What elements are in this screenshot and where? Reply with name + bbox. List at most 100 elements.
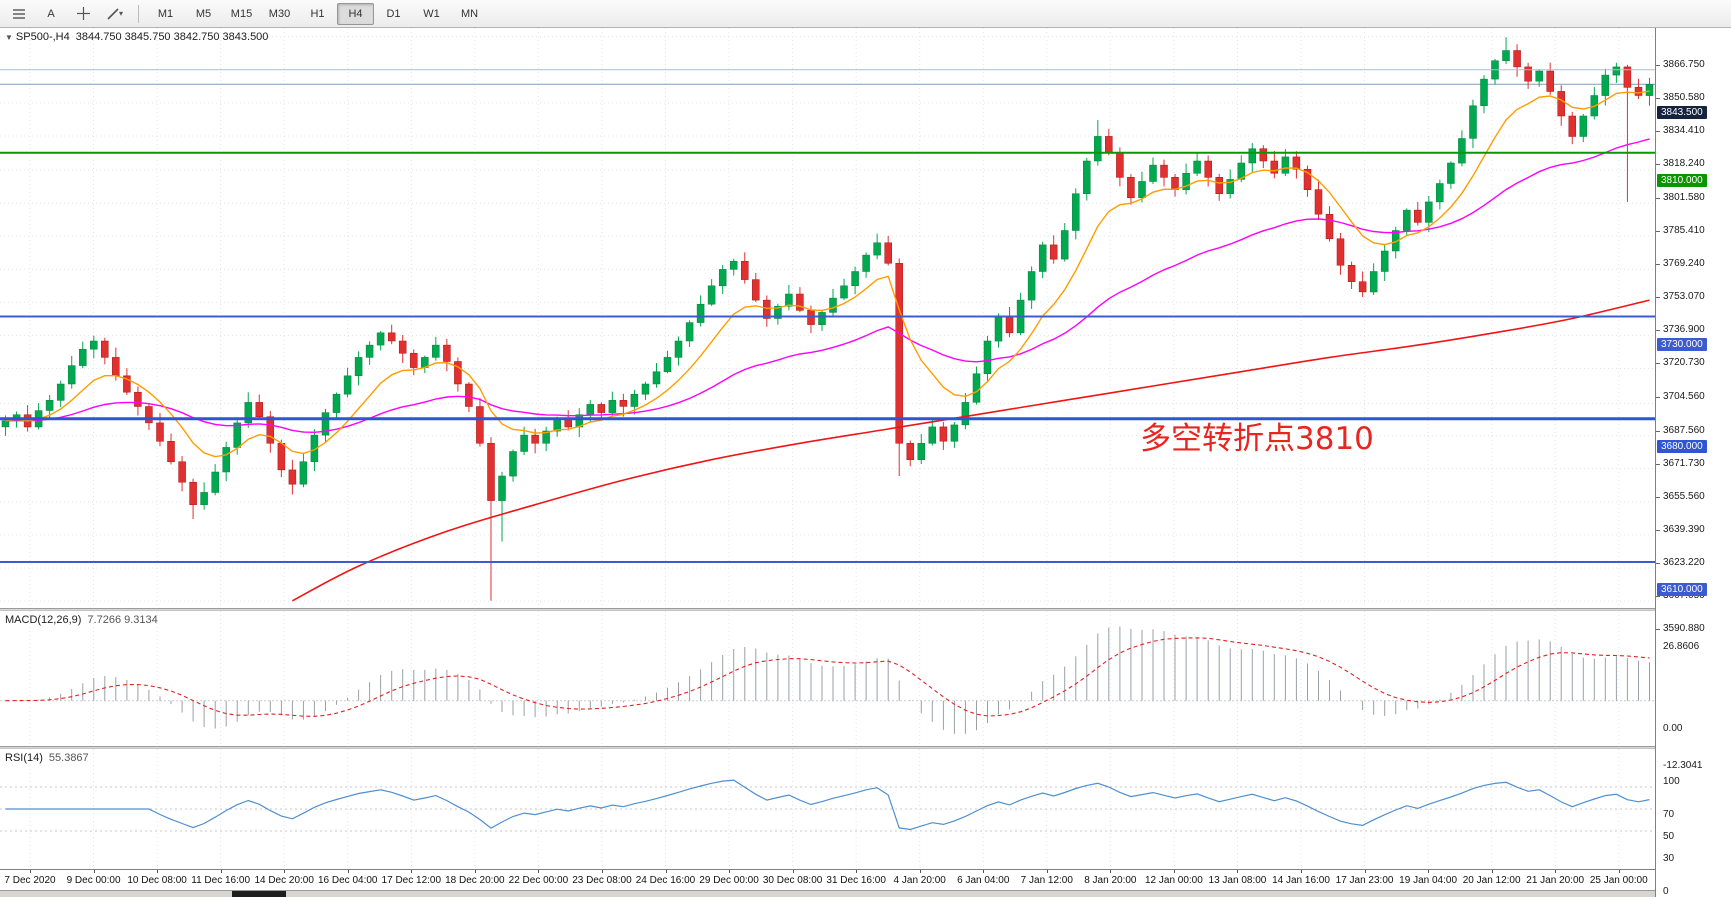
status-strip-segment [232,891,286,897]
price-badge: 3810.000 [1657,174,1707,188]
axis-tick [1656,198,1660,200]
price-axis-label: 3687.560 [1663,425,1705,437]
time-tick [220,870,222,873]
panel-splitter[interactable] [0,608,1731,611]
axis-tick [1656,629,1660,631]
macd-axis-label: 26.8606 [1663,641,1700,653]
axis-tick [1656,130,1660,132]
time-tick [93,870,95,873]
time-tick [1110,870,1112,873]
time-axis-label: 21 Jan 20:00 [1526,875,1585,886]
time-axis-label: 18 Dec 20:00 [445,875,505,886]
macd-axis-label: -12.3041 [1663,760,1703,772]
rsi-header: RSI(14) 55.3867 [5,752,89,764]
time-axis-label: 12 Jan 00:00 [1144,875,1203,886]
time-tick [1364,870,1366,873]
time-axis-label: 8 Jan 20:00 [1084,875,1137,886]
price-axis[interactable]: 3866.750 3850.580 3834.410 3818.240 3801.580… [1655,28,1731,897]
crosshair-icon[interactable] [68,3,98,25]
chart-header: ▼ SP500-,H4 3844.750 3845.750 3842.750 384… [5,31,268,43]
time-axis-label: 19 Jan 04:00 [1399,875,1458,886]
ma-fast-line [5,90,1650,458]
font-a-icon[interactable]: A [47,7,55,20]
time-axis-label: 7 Jan 12:00 [1020,875,1073,886]
rsi-chart[interactable] [0,749,1655,869]
tf-m15-button[interactable]: M15 [230,7,253,20]
time-tick [157,870,159,873]
time-tick [1555,870,1557,873]
rsi-panel[interactable]: RSI(14) 55.3867 [0,749,1655,869]
time-tick [1173,870,1175,873]
rsi-axis-label: 50 [1663,831,1675,842]
time-axis-label: 11 Dec 16:00 [191,875,251,886]
time-tick [792,870,794,873]
rsi-axis-label: 0 [1663,886,1669,897]
price-axis-label: 3736.900 [1663,324,1705,336]
time-tick [1491,870,1493,873]
time-tick [983,870,985,873]
time-axis-label: 31 Dec 16:00 [826,875,886,886]
tf-m1-button[interactable]: M1 [157,7,174,20]
crosshair-icon-glyph [76,7,90,20]
symbol-label: SP500-,H4 [15,31,70,43]
time-tick [284,870,286,873]
price-axis-label: 3753.070 [1663,291,1705,303]
tf-d1-button[interactable]: D1 [386,7,401,20]
tf-m30-button[interactable]: M30 [268,7,291,20]
time-tick [538,870,540,873]
time-axis-label: 7 Dec 2020 [4,875,56,886]
main-chart-panel[interactable]: ▼ SP500-,H4 3844.750 3845.750 3842.750 384… [0,28,1655,608]
menu-icon[interactable] [4,3,34,25]
price-axis-label: 3866.750 [1663,58,1705,70]
chart-annotation[interactable]: 多空转折点3810 [1140,421,1374,457]
axis-tick [1656,496,1660,498]
price-badge: 3680.000 [1657,440,1707,454]
timeframe-buttons: M1 M5 M15 M30 H1 H4 D1 W1 MN [147,2,488,25]
axis-tick [1656,529,1660,531]
time-axis-label: 17 Jan 23:00 [1335,875,1394,886]
axis-tick [1656,231,1660,233]
time-axis[interactable]: 7 Dec 2020 9 Dec 00:00 10 Dec 08:00 11 Dec … [0,869,1655,890]
tf-m5-button[interactable]: M5 [195,7,212,20]
price-axis-label: 3850.580 [1663,91,1705,103]
time-axis-label: 20 Jan 12:00 [1462,875,1521,886]
tf-w1-button[interactable]: W1 [423,7,440,20]
ma-mid-line [5,138,1650,434]
candles [1,37,1654,601]
rsi-axis-label: 30 [1663,853,1675,864]
toolbar: A ▾ M1 M5 M15 M30 H1 H4 D1 W1 MN [0,0,1731,28]
time-axis-label: 23 Dec 08:00 [572,875,632,886]
ohlc-values: 3844.750 3845.750 3842.750 3843.500 [75,31,269,43]
dropdown-caret-icon: ▾ [118,9,123,18]
time-tick [411,870,413,873]
time-axis-label: 6 Jan 04:00 [957,875,1010,886]
time-axis-label: 9 Dec 00:00 [66,875,121,886]
tf-h1-button[interactable]: H1 [310,7,325,20]
axis-tick [1656,97,1660,99]
time-tick [729,870,731,873]
axis-tick [1656,463,1660,465]
axis-tick [1656,330,1660,332]
time-axis-label: 13 Jan 08:00 [1208,875,1267,886]
macd-grid [29,611,1620,746]
axis-tick [1656,562,1660,564]
macd-label: MACD(12,26,9) [5,614,82,626]
time-axis-label: 24 Dec 16:00 [635,875,696,886]
macd-chart[interactable] [0,611,1655,746]
price-axis-label: 3704.560 [1663,390,1705,402]
collapse-triangle-icon[interactable]: ▼ [5,33,13,42]
macd-axis-label: 0.00 [1663,722,1683,734]
candlestick-chart[interactable] [0,28,1655,608]
rsi-axis-label: 100 [1663,776,1680,787]
tf-h4-button[interactable]: H4 [337,2,374,25]
macd-header: MACD(12,26,9) 7.7266 9.3134 [5,614,158,626]
draw-tool-icon[interactable]: ▾ [100,3,130,25]
axis-tick [1656,596,1660,597]
tf-mn-button[interactable]: MN [460,7,479,20]
time-tick [856,870,858,873]
time-axis-label: 14 Dec 20:00 [254,875,314,886]
macd-panel[interactable]: MACD(12,26,9) 7.7266 9.3134 [0,611,1655,746]
axis-tick [1656,297,1660,299]
panel-splitter[interactable] [0,746,1731,749]
